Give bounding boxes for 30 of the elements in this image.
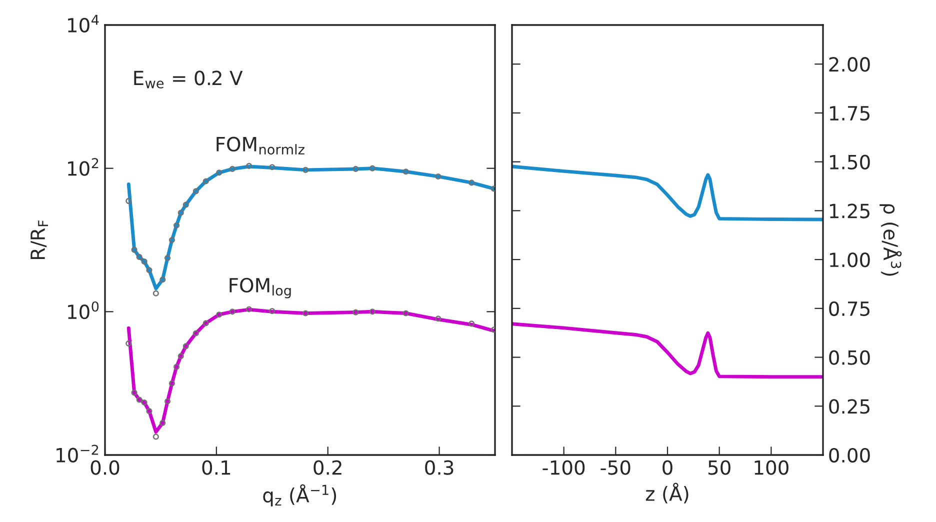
y-tick-label: 10$^{4}$	[68, 14, 99, 33]
x-tick-label: 100	[754, 460, 788, 475]
y-tick-label: 10$^{2}$	[68, 158, 98, 176]
annotation: E$_{we}$ = 0.2 V	[134, 70, 243, 88]
y2-axis-title: ρ (e/Å$^{3}$)	[880, 204, 902, 276]
y2-tick-label: 2.00	[829, 57, 870, 72]
y2-tick-label: 1.50	[830, 154, 870, 170]
x-tick-label: 0.1	[202, 460, 230, 475]
x-tick-label: 50	[708, 460, 730, 475]
x-axis-title: z (Å)	[646, 482, 688, 504]
y2-tick-label: 1.75	[830, 106, 870, 121]
x-tick-label: -100	[542, 460, 585, 475]
y2-tick-label: 0.25	[829, 399, 870, 414]
series-label: FOM$_{log}$	[230, 278, 291, 298]
x-tick-label: -50	[600, 460, 630, 475]
y2-tick-label: 0.50	[829, 350, 870, 365]
line-series	[512, 164, 823, 222]
x-tick-label: 0.3	[425, 460, 454, 475]
y2-tick-label: 0.75	[829, 301, 870, 316]
y2-tick-label: 1.25	[830, 204, 870, 218]
y2-tick-label: 1.00	[830, 252, 870, 268]
x-tick-label: 0.2	[314, 460, 342, 475]
x-tick-label: 0	[662, 460, 672, 475]
y-axis-title: R/R$_{F}$	[30, 220, 48, 259]
line-series	[512, 322, 823, 379]
y-tick-label: 10$^{0}$	[68, 301, 99, 320]
line-series	[126, 308, 495, 434]
y2-tick-label: 0.00	[829, 448, 870, 463]
x-axis-title: q$_{z}$ (Å$^{−1}$)	[263, 484, 336, 506]
series-label: FOM$_{normlz}$	[216, 136, 304, 155]
